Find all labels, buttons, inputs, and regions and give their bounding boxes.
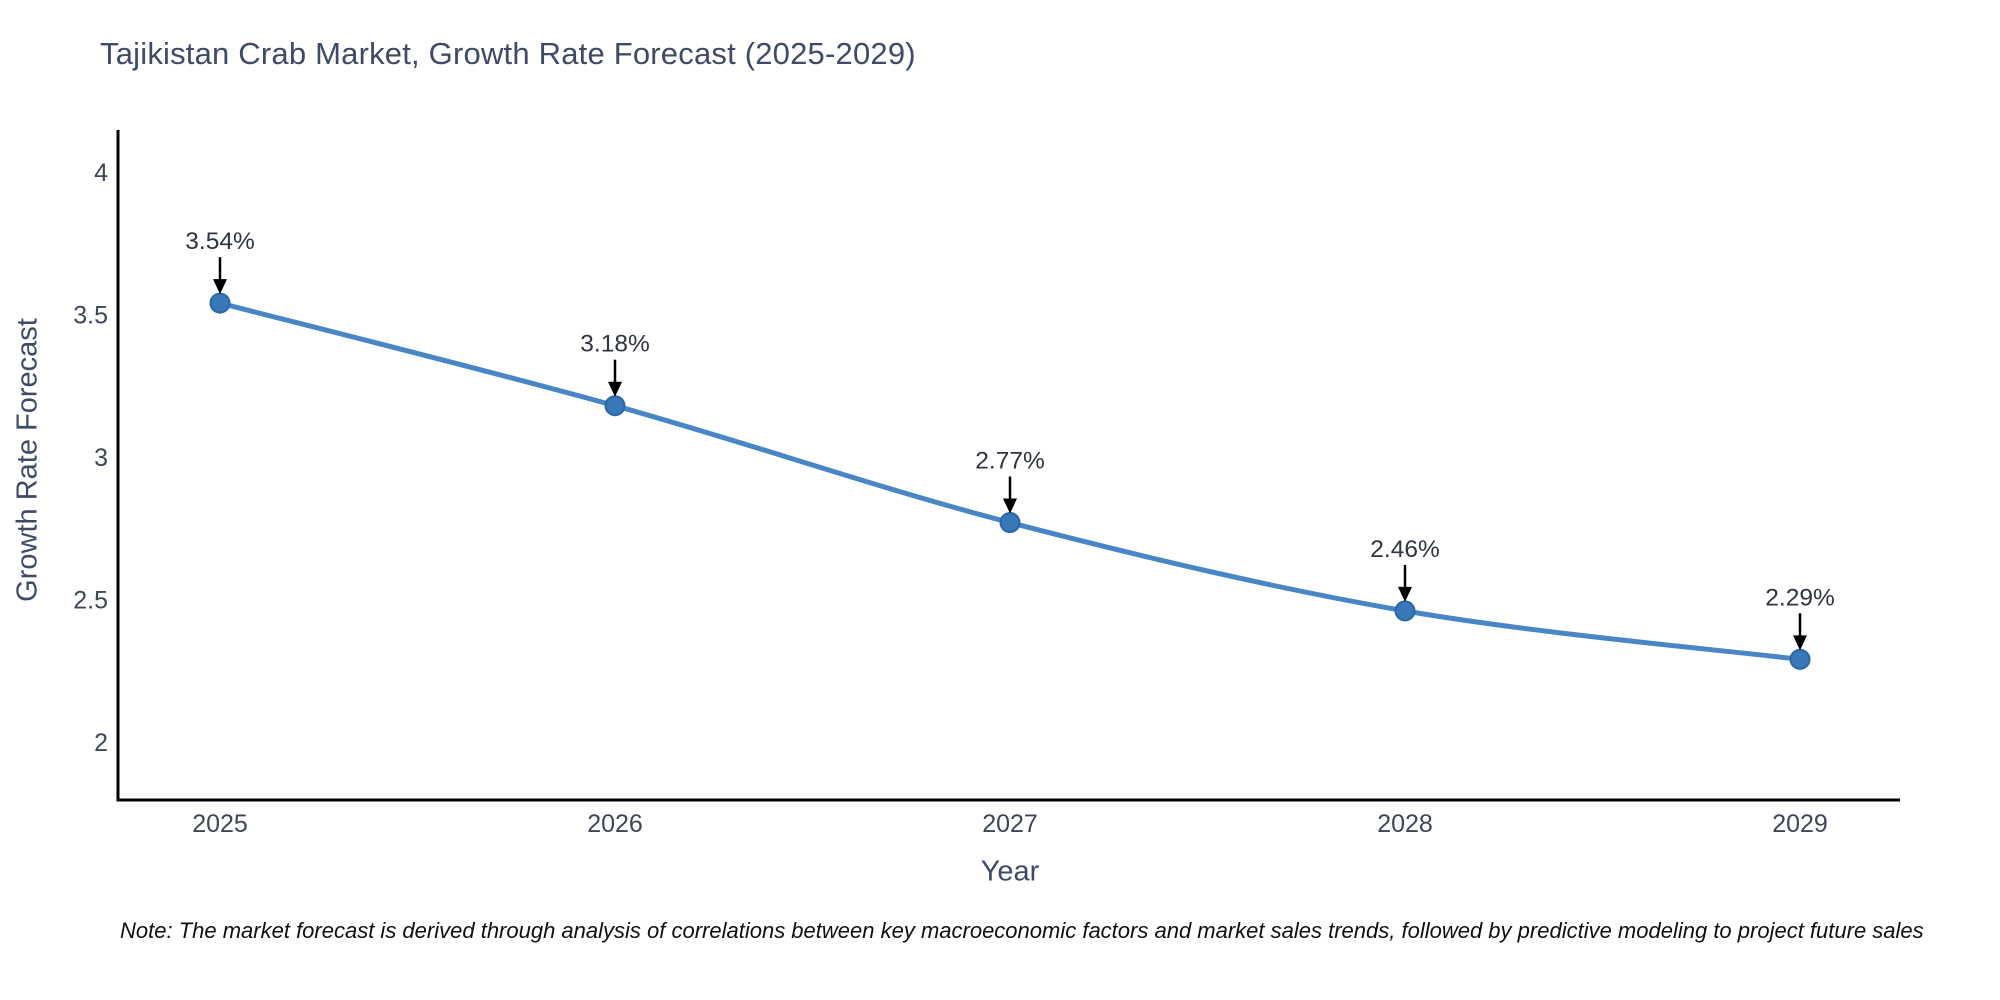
data-point-marker [1789,648,1811,670]
data-point-marker [1394,600,1416,622]
x-axis-title: Year [980,855,1040,888]
annotation-arrow-head [213,279,227,295]
y-tick-label: 3 [94,444,108,472]
data-point-marker [604,395,626,417]
x-tick-label: 2029 [1772,810,1828,838]
point-value-label: 3.54% [185,228,254,255]
point-value-label: 2.46% [1370,536,1439,563]
x-tick-label: 2026 [587,810,643,838]
x-tick-label: 2028 [1377,810,1433,838]
chart-title: Tajikistan Crab Market, Growth Rate Fore… [100,36,916,71]
point-value-label: 3.18% [580,331,649,358]
y-tick-label: 2 [94,729,108,757]
data-point-marker [209,292,231,314]
footnote: Note: The market forecast is derived thr… [120,918,1924,943]
point-value-label: 2.77% [975,448,1044,475]
data-point-marker [999,512,1021,534]
y-tick-label: 3.5 [73,302,108,330]
y-tick-label: 4 [94,159,108,187]
annotation-arrow-head [1003,498,1017,514]
x-tick-label: 2027 [982,810,1038,838]
point-value-label: 2.29% [1765,584,1834,611]
annotation-arrow-head [1398,586,1412,602]
annotation-arrow-head [1793,635,1807,651]
x-tick-label: 2025 [192,810,248,838]
y-tick-label: 2.5 [73,587,108,615]
annotation-arrow-head [608,381,622,397]
